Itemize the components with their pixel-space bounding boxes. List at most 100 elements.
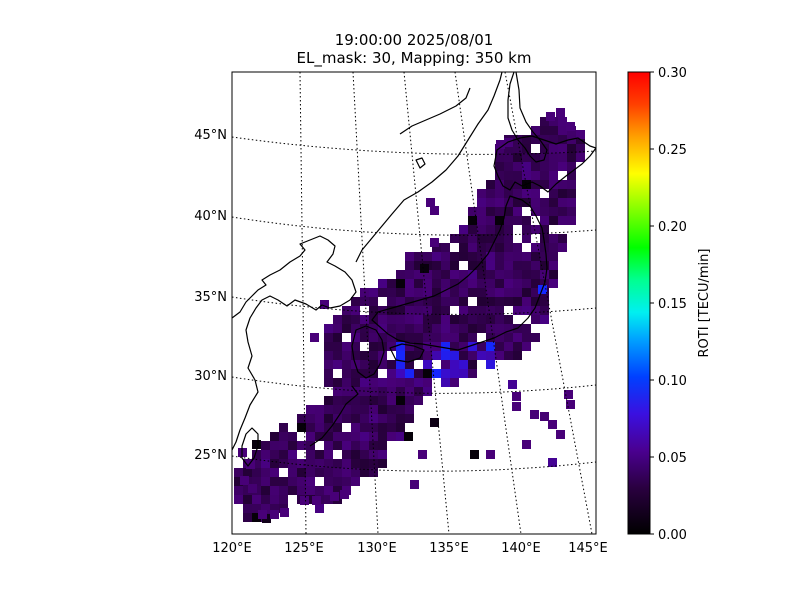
- roti-cell: [540, 306, 549, 315]
- roti-cell: [342, 306, 351, 315]
- roti-cell: [270, 468, 279, 477]
- roti-cell: [522, 252, 531, 261]
- roti-cell: [495, 198, 504, 207]
- roti-cell: [540, 198, 549, 207]
- roti-cell: [342, 405, 351, 414]
- roti-cell: [477, 297, 486, 306]
- roti-cell: [387, 423, 396, 432]
- roti-cell: [342, 450, 351, 459]
- roti-cell: [540, 144, 549, 153]
- roti-cell: [531, 135, 540, 144]
- roti-cell: [549, 234, 558, 243]
- roti-cell: [243, 495, 252, 504]
- roti-cell: [351, 468, 360, 477]
- roti-cell: [504, 324, 513, 333]
- roti-cell: [468, 333, 477, 342]
- roti-cell: [288, 477, 297, 486]
- roti-cell: [450, 252, 459, 261]
- roti-cell: [324, 405, 333, 414]
- roti-cell: [459, 225, 468, 234]
- roti-cell: [441, 261, 450, 270]
- roti-cell: [360, 396, 369, 405]
- roti-cell: [450, 288, 459, 297]
- lon-label: 120°E: [212, 541, 252, 556]
- roti-cell: [414, 270, 423, 279]
- roti-cell: [333, 315, 342, 324]
- roti-cell: [252, 513, 261, 522]
- roti-cell: [270, 477, 279, 486]
- roti-cell: [450, 333, 459, 342]
- roti-cell: [531, 189, 540, 198]
- roti-cell: [504, 198, 513, 207]
- roti-cell: [369, 432, 378, 441]
- roti-cell: [414, 261, 423, 270]
- roti-cell: [495, 216, 504, 225]
- roti-cell: [396, 288, 405, 297]
- honshu: [371, 195, 548, 351]
- roti-cell: [423, 342, 432, 351]
- roti-cell: [477, 189, 486, 198]
- roti-cell: [450, 369, 459, 378]
- sakhalin: [507, 72, 548, 163]
- roti-cell: [558, 180, 567, 189]
- roti-cell: [252, 450, 261, 459]
- roti-cell: [360, 315, 369, 324]
- lat-label: 25°N: [194, 448, 227, 463]
- roti-cell: [261, 486, 270, 495]
- roti-cell: [351, 423, 360, 432]
- roti-cell: [441, 306, 450, 315]
- roti-cell: [243, 513, 252, 522]
- roti-cell: [531, 180, 540, 189]
- roti-cell: [504, 189, 513, 198]
- roti-cell: [261, 459, 270, 468]
- roti-cell: [342, 351, 351, 360]
- roti-cell: [486, 306, 495, 315]
- ryukyu-islands: [309, 385, 359, 447]
- roti-cell: [252, 504, 261, 513]
- roti-cell: [360, 351, 369, 360]
- roti-cell: [486, 216, 495, 225]
- colorbar-tick-label: 0.10: [658, 374, 687, 389]
- roti-cell: [459, 243, 468, 252]
- roti-cell: [513, 189, 522, 198]
- roti-cell: [531, 126, 540, 135]
- parallel-35n: [232, 296, 596, 315]
- roti-cell: [459, 333, 468, 342]
- roti-cell: [270, 495, 279, 504]
- roti-cell: [558, 126, 567, 135]
- roti-cell: [342, 369, 351, 378]
- roti-cell: [320, 300, 329, 309]
- roti-cell: [414, 378, 423, 387]
- roti-cell: [441, 288, 450, 297]
- roti-cell: [315, 486, 324, 495]
- roti-cell: [486, 288, 495, 297]
- roti-cell: [441, 243, 450, 252]
- roti-cell: [387, 432, 396, 441]
- roti-cell: [243, 504, 252, 513]
- roti-cell: [432, 306, 441, 315]
- roti-cell: [531, 315, 540, 324]
- roti-cell: [531, 279, 540, 288]
- roti-cell: [306, 423, 315, 432]
- roti-cell: [486, 270, 495, 279]
- roti-cell: [549, 216, 558, 225]
- roti-cell: [396, 414, 405, 423]
- roti-cell: [540, 216, 549, 225]
- roti-cell: [351, 450, 360, 459]
- roti-cell: [512, 392, 521, 401]
- roti-cell: [423, 297, 432, 306]
- roti-cell: [513, 297, 522, 306]
- roti-cell: [558, 207, 567, 216]
- roti-cell: [549, 270, 558, 279]
- roti-cell: [297, 441, 306, 450]
- roti-cell: [252, 459, 261, 468]
- roti-cell: [549, 252, 558, 261]
- roti-cell: [459, 252, 468, 261]
- roti-cell: [414, 288, 423, 297]
- roti-cell: [504, 207, 513, 216]
- roti-cell: [504, 261, 513, 270]
- roti-cell: [477, 315, 486, 324]
- roti-cell: [486, 324, 495, 333]
- roti-cell: [504, 252, 513, 261]
- roti-cell: [513, 342, 522, 351]
